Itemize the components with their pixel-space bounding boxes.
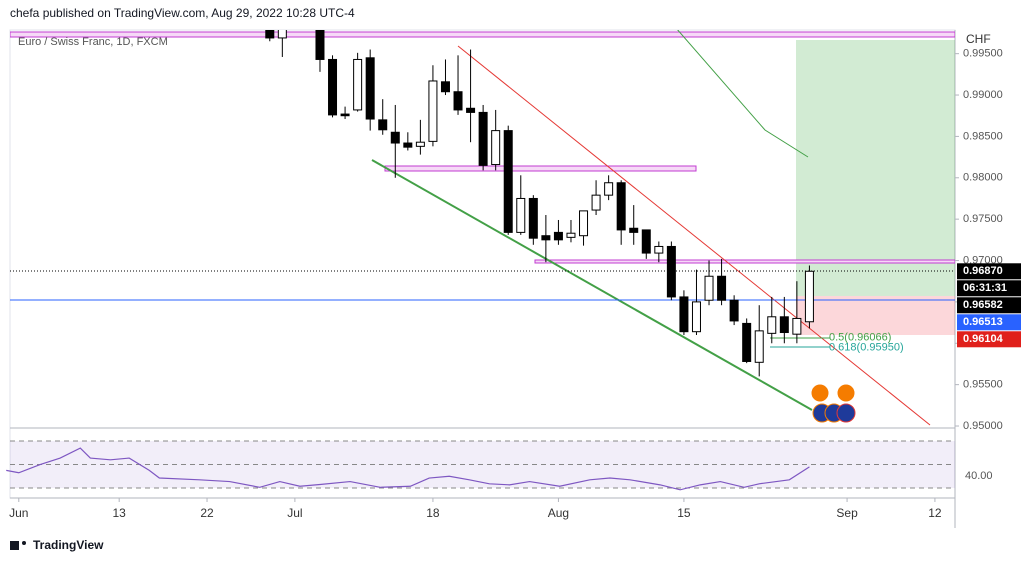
event-icons (810, 383, 856, 423)
x-tick-label: 15 (677, 506, 691, 520)
candle-body (654, 245, 664, 254)
y-tick-label: 0.98500 (963, 130, 1003, 142)
price-tag-label: 0.96582 (963, 299, 1003, 311)
price-tag-label: 0.96513 (963, 316, 1003, 328)
price-tag-label: 0.96870 (963, 265, 1003, 277)
flag-icon (836, 383, 856, 403)
resistance-zone (10, 31, 955, 38)
y-tick-label: 0.95000 (963, 420, 1003, 432)
candle-body (415, 141, 425, 147)
candle-body (353, 58, 363, 111)
plot: 0.950000.955000.960000.965000.970000.975… (6, 30, 1021, 520)
price-tag (957, 297, 1021, 314)
x-tick-label: Jun (9, 506, 28, 520)
currency: CHF (966, 32, 991, 46)
y-tick-label: 0.95500 (963, 379, 1003, 391)
fib-label: 0.5(0.96066) (829, 332, 891, 344)
candle-body (779, 316, 789, 334)
y-tick-label: 0.99500 (963, 48, 1003, 60)
x-tick-label: Aug (548, 506, 569, 520)
candle-body (403, 142, 413, 148)
resistance-zone (534, 259, 955, 264)
candle-body (516, 197, 526, 233)
profit-zone (796, 40, 955, 296)
price-tag (957, 331, 1021, 348)
candle-body (579, 210, 589, 237)
header: chefa published on TradingView.com, Aug … (10, 6, 355, 20)
candle-body (528, 197, 538, 239)
flag-icon (836, 403, 856, 423)
candle-body (629, 227, 639, 233)
candle-body (265, 30, 275, 39)
candle-body (365, 57, 375, 120)
candle-body (767, 316, 777, 334)
candles (265, 30, 814, 377)
trend-line (371, 159, 813, 411)
candle-body (440, 81, 450, 93)
y-tick-label: 0.98000 (963, 172, 1003, 184)
candle-body (478, 111, 488, 166)
y-tick-label: 0.99000 (963, 89, 1003, 101)
candle-body (277, 30, 287, 39)
candle-body (340, 113, 350, 117)
x-tick-label: 13 (113, 506, 127, 520)
candle-body (792, 317, 802, 335)
candle-body (466, 107, 476, 113)
rsi-line (6, 447, 810, 491)
moving-average (677, 30, 809, 158)
candle-body (591, 194, 601, 211)
loss-zone (796, 296, 955, 335)
candle-body (604, 182, 614, 196)
candle-body (541, 235, 551, 241)
candle-body (428, 80, 438, 142)
trend-line (457, 45, 931, 426)
x-tick-label: 12 (928, 506, 942, 520)
candle-body (641, 229, 651, 254)
fib-label: 0.618(0.95950) (829, 341, 904, 353)
rsi-tick-label: 40.00 (965, 470, 993, 482)
candle-body (328, 58, 338, 116)
candle-body (742, 322, 752, 362)
candle-body (804, 270, 814, 323)
candle-body (315, 30, 325, 60)
flag-icon (810, 383, 830, 403)
candle-body (453, 91, 463, 111)
logo-text: TradingView (33, 538, 104, 552)
candle-body (691, 301, 701, 333)
price-tag-label: 0.96104 (963, 333, 1004, 345)
price-tag (957, 314, 1021, 331)
candle-body (503, 130, 513, 233)
logo-mark (22, 541, 26, 545)
price-tag-label: 06:31:31 (963, 282, 1007, 294)
candle-body (566, 232, 576, 238)
candle-body (390, 131, 400, 144)
candle-body (704, 275, 714, 301)
price-tag (957, 280, 1021, 297)
x-tick-label: 22 (200, 506, 214, 520)
candle-body (616, 182, 626, 231)
x-tick-label: Sep (836, 506, 858, 520)
resistance-zone (384, 165, 697, 172)
logo-mark (10, 541, 19, 550)
candle-body (729, 299, 739, 322)
candle-body (553, 231, 563, 241)
drawings (10, 30, 955, 426)
candle-body (378, 119, 388, 131)
candle-body (754, 330, 764, 363)
logo: TradingView (10, 538, 104, 552)
y-tick-label: 0.97500 (963, 213, 1003, 225)
x-tick-label: Jul (287, 506, 302, 520)
price-tag (957, 263, 1021, 280)
candle-body (491, 130, 501, 166)
candle-body (666, 245, 676, 298)
x-tick-label: 18 (426, 506, 440, 520)
symbol-title: Euro / Swiss Franc, 1D, FXCM (18, 36, 168, 48)
candle-body (717, 275, 727, 301)
candle-body (679, 296, 689, 333)
